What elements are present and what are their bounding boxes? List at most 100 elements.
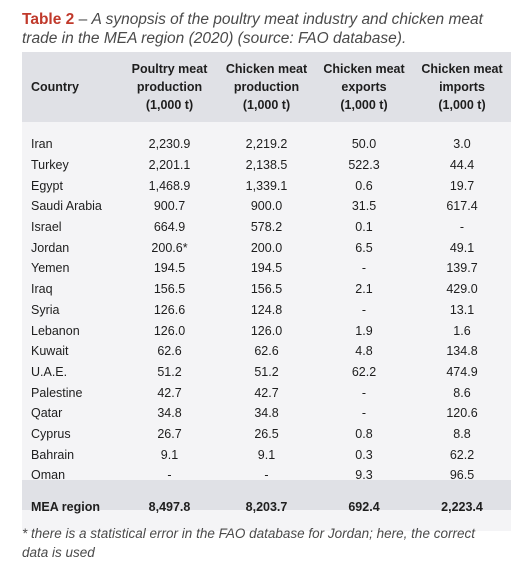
header-line: (1,000 t): [242, 98, 291, 112]
header-line: production: [233, 80, 300, 94]
value-cell: 26.7: [157, 426, 182, 441]
table-row: Cyprus 26.7 26.5 0.8 8.8: [22, 424, 511, 445]
value-cell: 200.0: [250, 240, 283, 255]
value-cell: 13.1: [449, 302, 475, 317]
country-cell: Saudi Arabia: [31, 199, 102, 214]
table-row: Israel 664.9 578.2 0.1 -: [22, 217, 511, 238]
value-cell: 9.1: [160, 447, 179, 462]
table-row: Syria 126.6 124.8 - 13.1: [22, 300, 511, 321]
value-cell: 126.6: [153, 302, 186, 317]
table-row: Saudi Arabia 900.7 900.0 31.5 617.4: [22, 196, 511, 217]
value-cell: 522.3: [348, 158, 380, 173]
table-row: Turkey 2,201.1 2,138.5 522.3 44.4: [22, 155, 511, 176]
value-cell: 124.8: [250, 302, 283, 317]
value-cell: 194.5: [153, 261, 186, 276]
total-label: MEA region: [31, 499, 100, 514]
value-cell: 62.2: [449, 447, 475, 462]
country-cell: Oman: [31, 468, 66, 483]
value-cell: 134.8: [446, 344, 478, 359]
value-cell: 6.5: [355, 240, 373, 255]
header-column: Chicken meat imports (1,000 t): [413, 52, 511, 122]
table-row: Bahrain 9.1 9.1 0.3 62.2: [22, 444, 511, 465]
value-cell: 4.8: [355, 344, 373, 359]
value-cell: -: [361, 406, 367, 421]
value-cell: 34.8: [254, 406, 279, 421]
header-column: Chicken meat production (1,000 t): [218, 52, 315, 122]
table-label: Table 2: [22, 11, 75, 28]
value-cell: 2,230.9: [148, 137, 191, 152]
value-cell: 617.4: [446, 199, 478, 214]
value-cell: 49.1: [449, 240, 475, 255]
table-row: Egypt 1,468.9 1,339.1 0.6 19.7: [22, 175, 511, 196]
value-cell: 578.2: [250, 220, 283, 235]
country-cell: U.A.E.: [31, 364, 68, 379]
value-cell: 34.8: [157, 406, 182, 421]
table-row: Kuwait 62.6 62.6 4.8 134.8: [22, 341, 511, 362]
value-cell: 1.6: [453, 323, 471, 338]
total-value: 692.4: [348, 499, 380, 514]
header-country: Country: [22, 52, 121, 122]
country-cell: Syria: [31, 302, 60, 317]
table-row: Iraq 156.5 156.5 2.1 429.0: [22, 279, 511, 300]
value-cell: 44.4: [449, 158, 475, 173]
country-cell: Cyprus: [31, 426, 71, 441]
value-cell: 19.7: [449, 178, 475, 193]
value-cell: 62.2: [351, 364, 377, 379]
country-cell: Egypt: [31, 178, 63, 193]
country-cell: Iraq: [31, 282, 53, 297]
value-cell: 96.5: [449, 468, 475, 483]
value-cell: 126.0: [153, 323, 186, 338]
header-line: Chicken meat: [421, 62, 503, 76]
table-row: U.A.E. 51.2 51.2 62.2 474.9: [22, 362, 511, 383]
value-cell: 664.9: [153, 220, 186, 235]
value-cell: 1,468.9: [148, 178, 191, 193]
body-band: [22, 122, 511, 531]
value-cell: -: [264, 468, 269, 483]
value-cell: 62.6: [157, 344, 182, 359]
total-value: 8,203.7: [245, 499, 288, 514]
value-cell: 31.5: [351, 199, 377, 214]
value-cell: 0.1: [355, 220, 373, 235]
value-cell: 51.2: [157, 364, 182, 379]
country-cell: Iran: [31, 137, 53, 152]
value-cell: 0.6: [355, 178, 373, 193]
country-cell: Turkey: [31, 158, 69, 173]
value-cell: 50.0: [351, 137, 377, 152]
header-line: Country: [31, 80, 79, 94]
value-cell: -: [361, 302, 367, 317]
value-cell: 0.3: [355, 447, 373, 462]
header-column: Chicken meat exports (1,000 t): [315, 52, 413, 122]
table-row: Qatar 34.8 34.8 - 120.6: [22, 403, 511, 424]
country-cell: Kuwait: [31, 344, 69, 359]
table-row: Iran 2,230.9 2,219.2 50.0 3.0: [22, 122, 511, 155]
table-row: Palestine 42.7 42.7 - 8.6: [22, 382, 511, 403]
table-row: Oman - - 9.3 96.5: [22, 465, 511, 486]
value-cell: 0.8: [355, 426, 373, 441]
value-cell: 26.5: [254, 426, 279, 441]
caption-dash: –: [74, 11, 92, 28]
header-line: Poultry meat: [131, 62, 208, 76]
table-row: Jordan 200.6* 200.0 6.5 49.1: [22, 237, 511, 258]
value-cell: 8.6: [453, 385, 471, 400]
table-body: Iran 2,230.9 2,219.2 50.0 3.0 Turkey 2,201.1 2,…: [22, 122, 511, 492]
header-line: Chicken meat: [323, 62, 405, 76]
table-caption: Table 2 – A synopsis of the poultry meat…: [22, 10, 492, 48]
value-cell: 194.5: [250, 261, 283, 276]
value-cell: 2,201.1: [148, 158, 191, 173]
country-cell: Qatar: [31, 406, 63, 421]
value-cell: 9.3: [355, 468, 373, 483]
value-cell: 474.9: [446, 364, 478, 379]
total-row: MEA region 8,497.8 8,203.7 692.4 2,223.4: [22, 492, 511, 522]
value-cell: 156.5: [153, 282, 186, 297]
value-cell: 62.6: [254, 344, 279, 359]
total-value: 2,223.4: [441, 499, 483, 514]
value-cell: 156.5: [250, 282, 283, 297]
value-cell: -: [361, 261, 367, 276]
country-cell: Yemen: [31, 261, 70, 276]
value-cell: 900.7: [153, 199, 186, 214]
value-cell: 8.8: [453, 426, 471, 441]
value-cell: -: [167, 468, 172, 483]
country-cell: Palestine: [31, 385, 83, 400]
value-cell: 2.1: [355, 282, 373, 297]
value-cell: 42.7: [254, 385, 279, 400]
